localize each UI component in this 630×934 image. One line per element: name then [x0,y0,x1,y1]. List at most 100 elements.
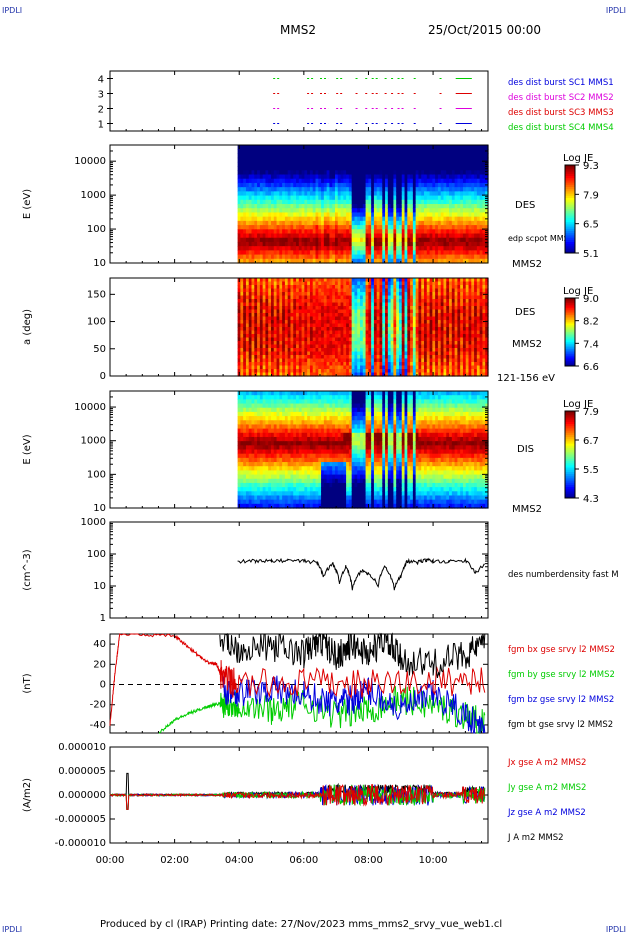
des-energy-cell [334,246,339,251]
des-energy-cell [426,254,431,260]
des-pitch-cell [454,299,458,304]
des-pitch-cell [326,320,331,325]
des-energy-cell [410,241,414,247]
des-energy-cell [354,182,358,188]
des-energy-cell [273,233,278,239]
des-pitch-cell [343,288,347,293]
des-pitch-cell [354,344,358,349]
des-energy-cell [276,254,280,260]
des-pitch-cell [451,362,456,367]
des-energy-cell [368,220,372,226]
des-energy-cell [387,254,392,260]
des-energy-cell [282,254,286,260]
des-energy-cell [429,153,433,159]
des-energy-cell [421,204,425,209]
des-pitch-cell [379,313,383,318]
des-energy-cell [412,145,417,150]
des-energy-cell [321,178,325,184]
des-pitch-cell [360,306,364,311]
des-pitch-cell [443,355,447,360]
des-pitch-cell [248,355,253,360]
des-pitch-cell [435,355,439,360]
des-pitch-cell [421,344,425,349]
des-energy-cell [245,204,250,209]
des-energy-cell [415,216,420,222]
des-energy-cell [421,145,425,150]
des-energy-cell [334,254,339,260]
des-energy-cell [435,220,439,226]
des-pitch-cell [449,281,453,286]
des-pitch-cell [446,358,450,363]
des-energy-cell [385,208,389,214]
des-energy-cell [340,191,344,197]
des-pitch-cell [407,316,411,321]
des-pitch-cell [401,327,406,332]
des-energy-cell [429,225,433,230]
des-pitch-cell [259,309,264,314]
des-energy-cell [251,246,255,251]
des-pitch-cell [348,351,353,356]
des-energy-cell [429,237,433,243]
des-pitch-cell [387,351,392,356]
des-energy-colorbar-swatch [565,237,575,241]
des-energy-cell [443,195,447,201]
des-pitch-cell [257,341,261,346]
des-pitch-cell [446,299,450,304]
des-pitch-cell [257,355,261,360]
des-pitch-cell [376,362,381,367]
des-pitch-cell [429,344,433,349]
des-pitch-cell [346,344,350,349]
des-pitch-cell [251,299,255,304]
des-energy-cell [440,191,445,197]
des-energy-cell [376,258,381,264]
des-pitch-cell [301,309,305,314]
des-energy-cell [298,153,303,159]
des-energy-cell [410,191,414,197]
des-pitch-cell [376,358,381,363]
des-energy-cell [457,254,461,260]
des-pitch-cell [273,285,278,290]
des-energy-cell [471,254,475,260]
des-energy-cell [273,199,278,205]
des-energy-cell [390,254,395,260]
des-energy-cell [407,208,411,214]
des-pitch-cell [368,327,372,332]
des-energy-cell [379,149,383,155]
des-energy-cell [426,204,431,209]
des-energy-cell [346,258,350,264]
des-energy-cell [415,250,420,256]
des-pitch-cell [257,302,261,307]
des-pitch-cell [412,341,417,346]
des-energy-cell [426,246,431,251]
des-pitch-cell [323,299,328,304]
des-pitch-cell [326,327,331,332]
des-pitch-cell [282,330,286,335]
des-pitch-cell [373,309,378,314]
des-pitch-cell [398,313,403,318]
des-energy-cell [468,157,472,163]
des-energy-cell [301,166,305,171]
des-energy-cell [376,191,381,197]
des-energy-cell [259,212,264,218]
des-pitch-cell [296,337,300,342]
des-pitch-cell [365,369,369,374]
des-pitch-cell [321,316,325,321]
des-energy-cell [471,229,475,235]
des-energy-cell [321,191,325,197]
des-energy-cell [412,153,417,159]
des-pitch-cell [268,369,272,374]
des-energy-cell [440,199,445,205]
des-energy-cell [404,241,408,247]
des-pitch-cell [243,281,247,286]
des-pitch-cell [404,362,408,367]
des-energy-cell [309,212,314,218]
des-energy-cell [273,153,278,159]
des-energy-cell [351,237,356,243]
des-energy-cell [457,157,461,163]
des-pitch-cell [259,369,264,374]
des-pitch-cell [424,313,428,318]
des-pitch-cell [298,344,303,349]
des-pitch-cell [245,316,250,321]
des-energy-cell [443,170,447,176]
des-pitch-cell [257,358,261,363]
